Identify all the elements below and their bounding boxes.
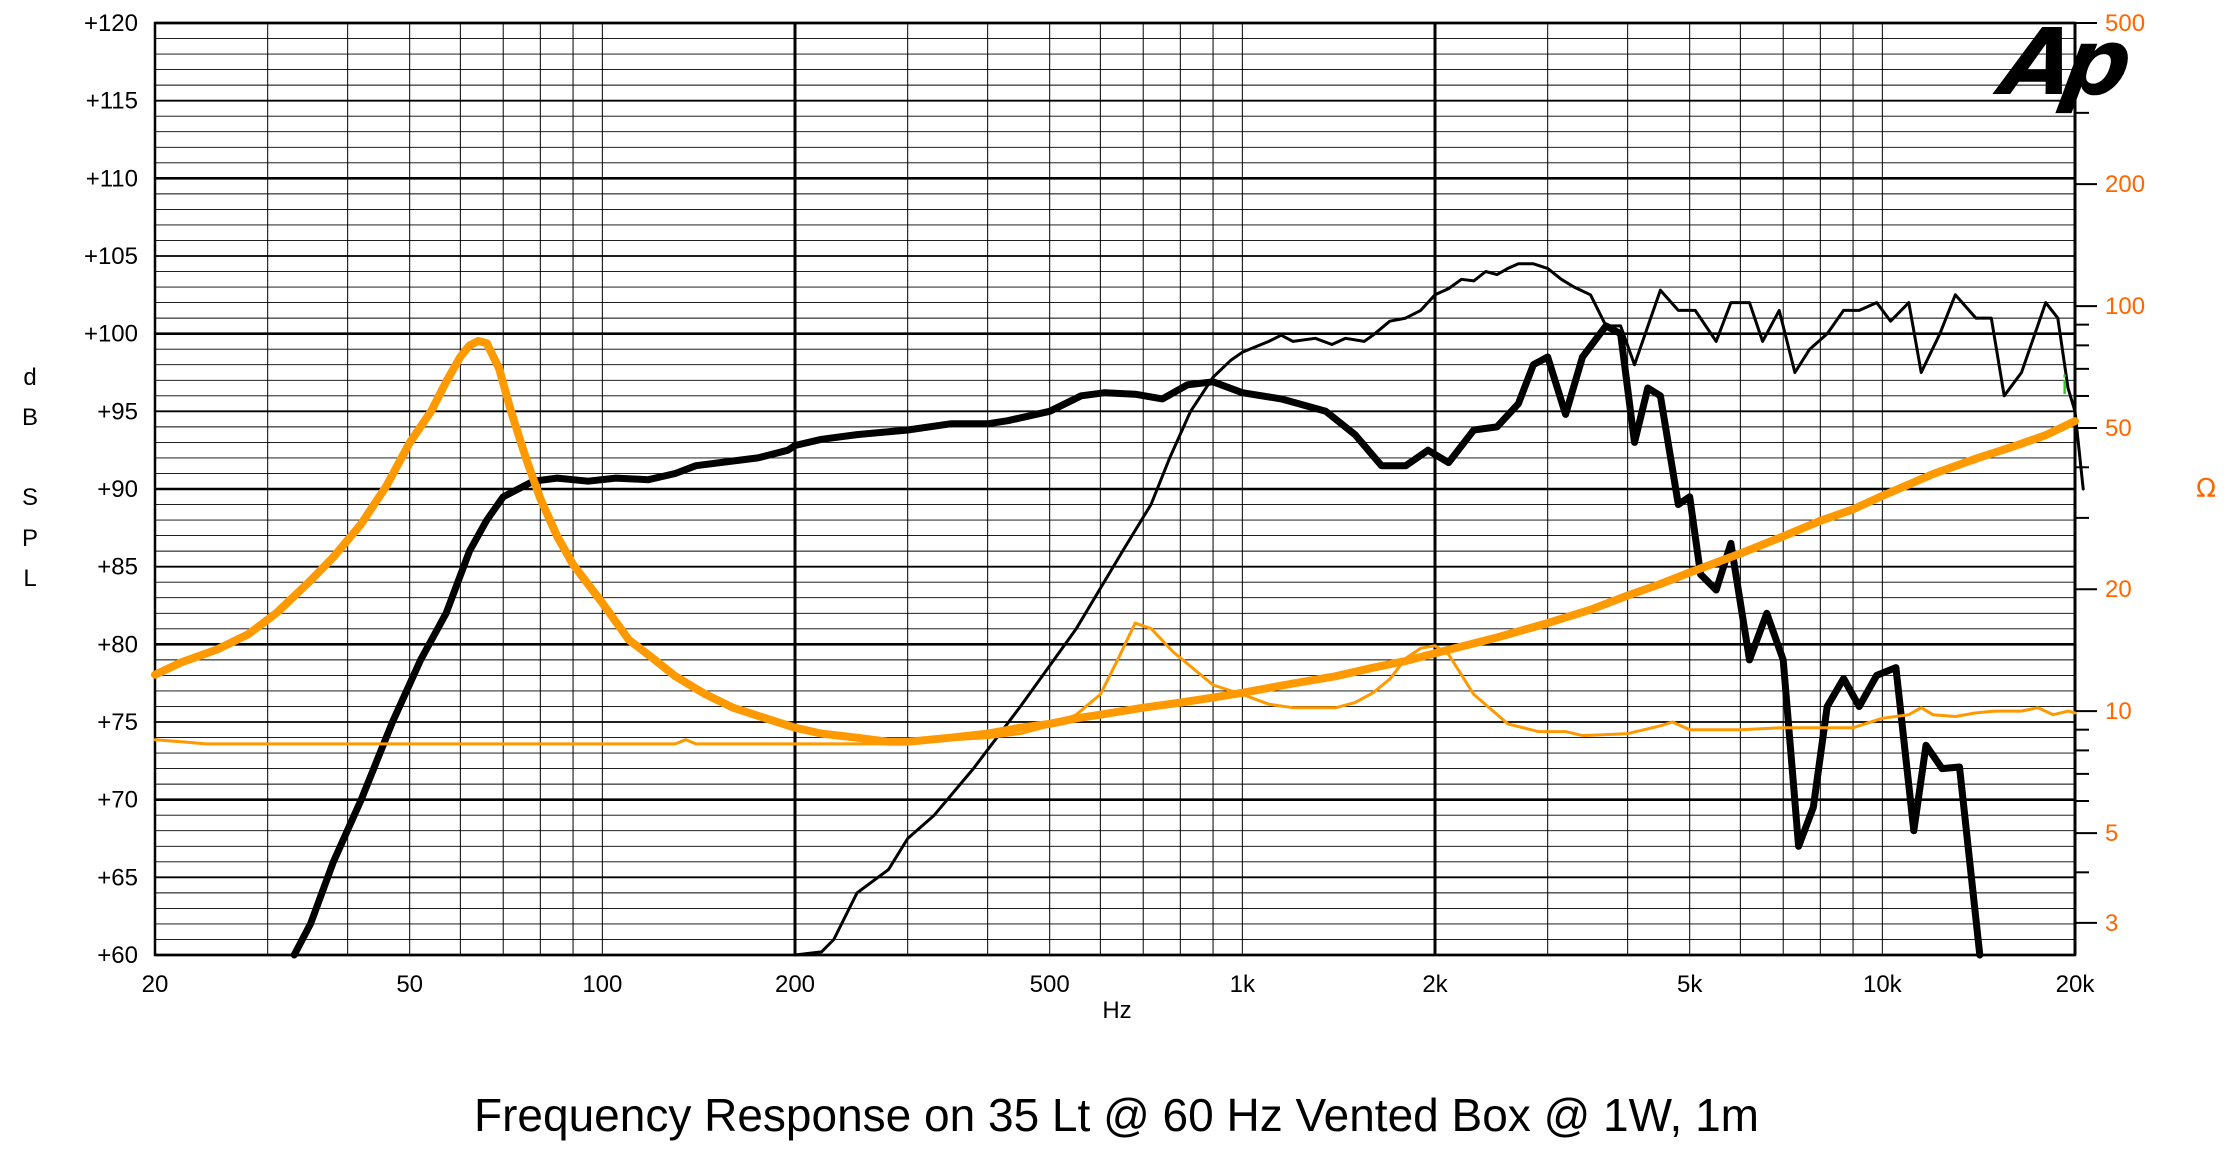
y2-tick-label: 100 <box>2105 293 2145 320</box>
series-line-3 <box>151 337 2079 746</box>
chart-caption: Frequency Response on 35 Lt @ 60 Hz Vent… <box>474 1089 1759 1141</box>
plot-frame <box>153 21 2077 957</box>
x-tick-label: 20 <box>142 971 169 998</box>
x-tick-label: 1k <box>1230 971 1256 998</box>
y-tick-label: +80 <box>97 631 138 658</box>
y-axis-label-letter: S <box>22 484 38 511</box>
series-line-2 <box>793 262 2085 957</box>
y2-tick-label: 3 <box>2105 910 2118 937</box>
series-line-4 <box>153 621 2077 746</box>
y-tick-label: +95 <box>97 398 138 425</box>
y-axis-label-letter: B <box>22 404 38 431</box>
y-tick-label: +75 <box>97 709 138 736</box>
y-tick-label: +110 <box>86 165 138 192</box>
series-line-1 <box>290 322 1984 959</box>
y2-tick-label: 200 <box>2105 171 2145 198</box>
y-tick-label: +120 <box>84 10 138 37</box>
y-tick-label: +65 <box>97 864 138 891</box>
y2-tick-label: 50 <box>2105 415 2132 442</box>
y-tick-label: +115 <box>86 88 138 115</box>
x-tick-label: 20k <box>2056 971 2096 998</box>
plot-curves <box>151 262 2085 959</box>
x-tick-label: 5k <box>1677 971 1703 998</box>
y2-tick-label: 5 <box>2105 820 2118 847</box>
y2-tick-label: 500 <box>2105 10 2145 37</box>
y2-tick-label: 10 <box>2105 698 2132 725</box>
x-tick-label: 10k <box>1863 971 1903 998</box>
y2-tick-label: 20 <box>2105 576 2132 603</box>
x-tick-label: 500 <box>1030 971 1070 998</box>
plot-grid <box>153 21 2097 957</box>
left-axis-label: dB SPL <box>22 364 38 592</box>
y-tick-label: +100 <box>84 321 138 348</box>
right-axis-label: Ω <box>2196 474 2216 504</box>
x-tick-label: 200 <box>775 971 815 998</box>
y-axis-label-letter: P <box>22 525 38 552</box>
y-tick-label: +70 <box>97 787 138 814</box>
y-axis-label-letter: d <box>23 364 36 391</box>
y-axis-label-letter: L <box>23 565 36 592</box>
x-tick-label: 2k <box>1422 971 1448 998</box>
y-tick-label: +60 <box>97 942 138 969</box>
x-axis-label: Hz <box>1102 997 1131 1024</box>
x-tick-label: 50 <box>396 971 423 998</box>
y-tick-label: +85 <box>97 554 138 581</box>
x-tick-label: 100 <box>582 971 622 998</box>
axis-ticks: +120 +115 +110 +105 +100 +95 +90 +85 +80 +75 +70 +6… <box>84 10 2145 998</box>
y-tick-label: +90 <box>97 476 138 503</box>
cursor-marker: i <box>2061 371 2068 401</box>
frequency-response-chart: +120 +115 +110 +105 +100 +95 +90 +85 +80 +75 +70 +6… <box>22 9 2216 1024</box>
y-tick-label: +105 <box>84 243 138 270</box>
ap-logo: Ap <box>1988 9 2138 116</box>
